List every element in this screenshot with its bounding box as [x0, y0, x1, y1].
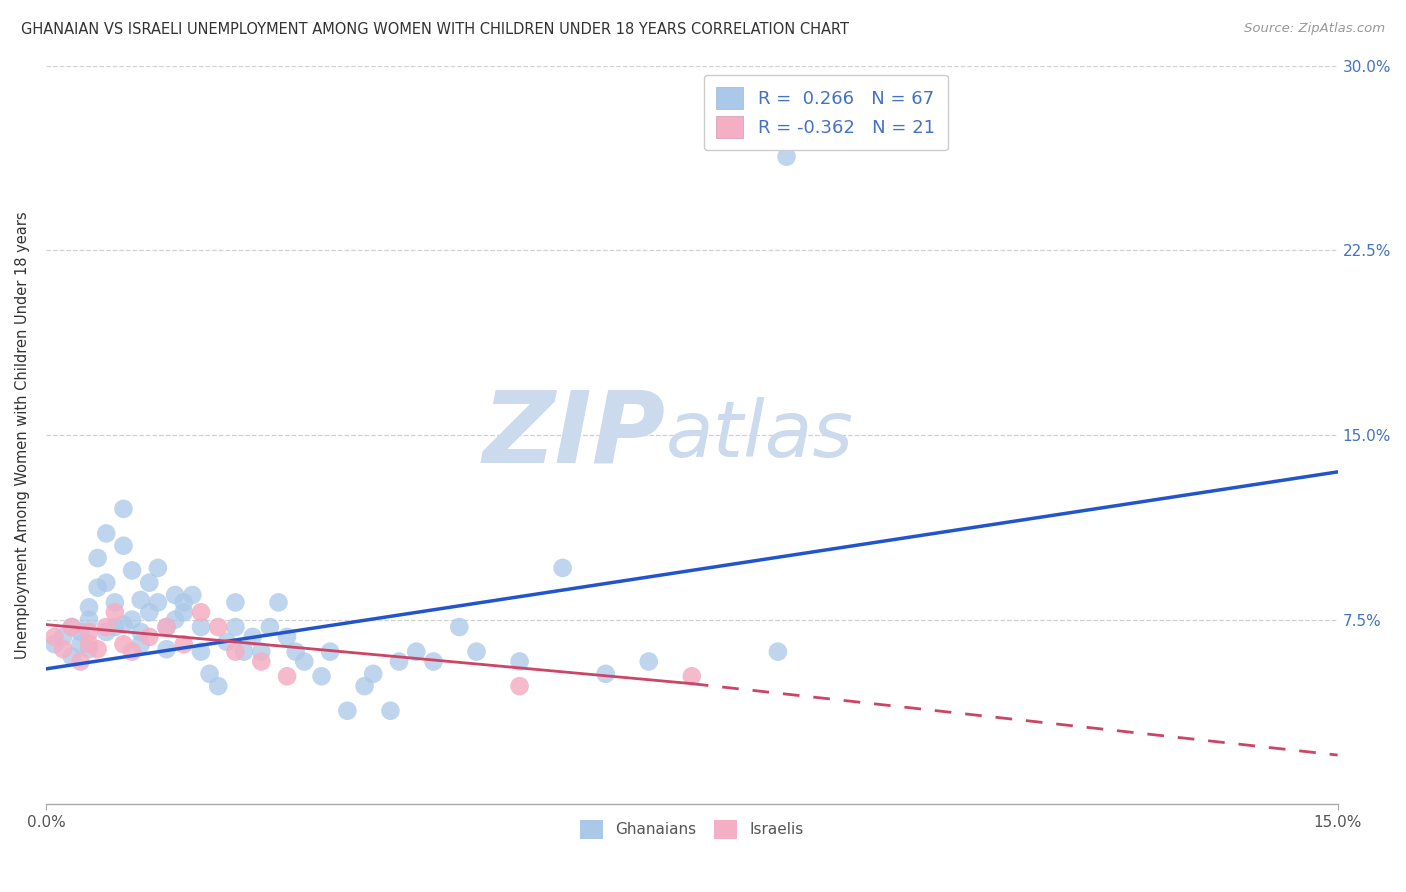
Point — [155, 642, 177, 657]
Point — [637, 655, 659, 669]
Point — [292, 655, 315, 669]
Point — [69, 655, 91, 669]
Text: Source: ZipAtlas.com: Source: ZipAtlas.com — [1244, 22, 1385, 36]
Point — [267, 595, 290, 609]
Point — [60, 620, 83, 634]
Point — [165, 588, 187, 602]
Legend: Ghanaians, Israelis: Ghanaians, Israelis — [574, 814, 810, 845]
Point — [155, 620, 177, 634]
Point — [104, 595, 127, 609]
Point — [44, 630, 66, 644]
Point — [276, 630, 298, 644]
Point — [121, 613, 143, 627]
Point — [52, 630, 75, 644]
Point — [181, 588, 204, 602]
Text: ZIP: ZIP — [484, 386, 666, 483]
Point — [112, 501, 135, 516]
Y-axis label: Unemployment Among Women with Children Under 18 years: Unemployment Among Women with Children U… — [15, 211, 30, 659]
Point — [104, 620, 127, 634]
Point — [138, 630, 160, 644]
Point — [224, 645, 246, 659]
Point — [60, 649, 83, 664]
Point — [60, 620, 83, 634]
Point — [775, 150, 797, 164]
Point — [44, 637, 66, 651]
Point — [112, 617, 135, 632]
Point — [146, 595, 169, 609]
Point — [96, 575, 118, 590]
Point — [551, 561, 574, 575]
Point — [52, 642, 75, 657]
Point — [595, 666, 617, 681]
Point — [77, 613, 100, 627]
Point — [86, 642, 108, 657]
Point — [224, 620, 246, 634]
Point — [96, 624, 118, 639]
Point — [284, 645, 307, 659]
Point — [77, 600, 100, 615]
Point — [112, 539, 135, 553]
Point — [69, 624, 91, 639]
Point — [77, 637, 100, 651]
Point — [336, 704, 359, 718]
Point — [138, 575, 160, 590]
Point — [77, 642, 100, 657]
Point — [465, 645, 488, 659]
Point — [112, 637, 135, 651]
Point — [173, 605, 195, 619]
Point — [361, 666, 384, 681]
Point — [190, 620, 212, 634]
Point — [380, 704, 402, 718]
Point — [388, 655, 411, 669]
Point — [86, 551, 108, 566]
Point — [276, 669, 298, 683]
Point — [129, 593, 152, 607]
Point — [69, 637, 91, 651]
Point — [121, 563, 143, 577]
Point — [449, 620, 471, 634]
Point — [766, 645, 789, 659]
Point — [96, 526, 118, 541]
Point — [215, 635, 238, 649]
Point — [242, 630, 264, 644]
Point — [405, 645, 427, 659]
Text: GHANAIAN VS ISRAELI UNEMPLOYMENT AMONG WOMEN WITH CHILDREN UNDER 18 YEARS CORREL: GHANAIAN VS ISRAELI UNEMPLOYMENT AMONG W… — [21, 22, 849, 37]
Point — [422, 655, 444, 669]
Point — [224, 595, 246, 609]
Point — [77, 624, 100, 639]
Point — [155, 620, 177, 634]
Text: atlas: atlas — [666, 397, 853, 473]
Point — [311, 669, 333, 683]
Point — [190, 605, 212, 619]
Point — [190, 645, 212, 659]
Point — [138, 605, 160, 619]
Point — [173, 637, 195, 651]
Point — [233, 645, 256, 659]
Point — [104, 605, 127, 619]
Point — [259, 620, 281, 634]
Point — [250, 655, 273, 669]
Point — [96, 620, 118, 634]
Point — [681, 669, 703, 683]
Point — [129, 624, 152, 639]
Point — [353, 679, 375, 693]
Point — [146, 561, 169, 575]
Point — [207, 679, 229, 693]
Point — [509, 655, 531, 669]
Point — [250, 645, 273, 659]
Point — [129, 637, 152, 651]
Point — [198, 666, 221, 681]
Point — [319, 645, 342, 659]
Point — [121, 645, 143, 659]
Point — [86, 581, 108, 595]
Point — [173, 595, 195, 609]
Point — [207, 620, 229, 634]
Point — [509, 679, 531, 693]
Point — [165, 613, 187, 627]
